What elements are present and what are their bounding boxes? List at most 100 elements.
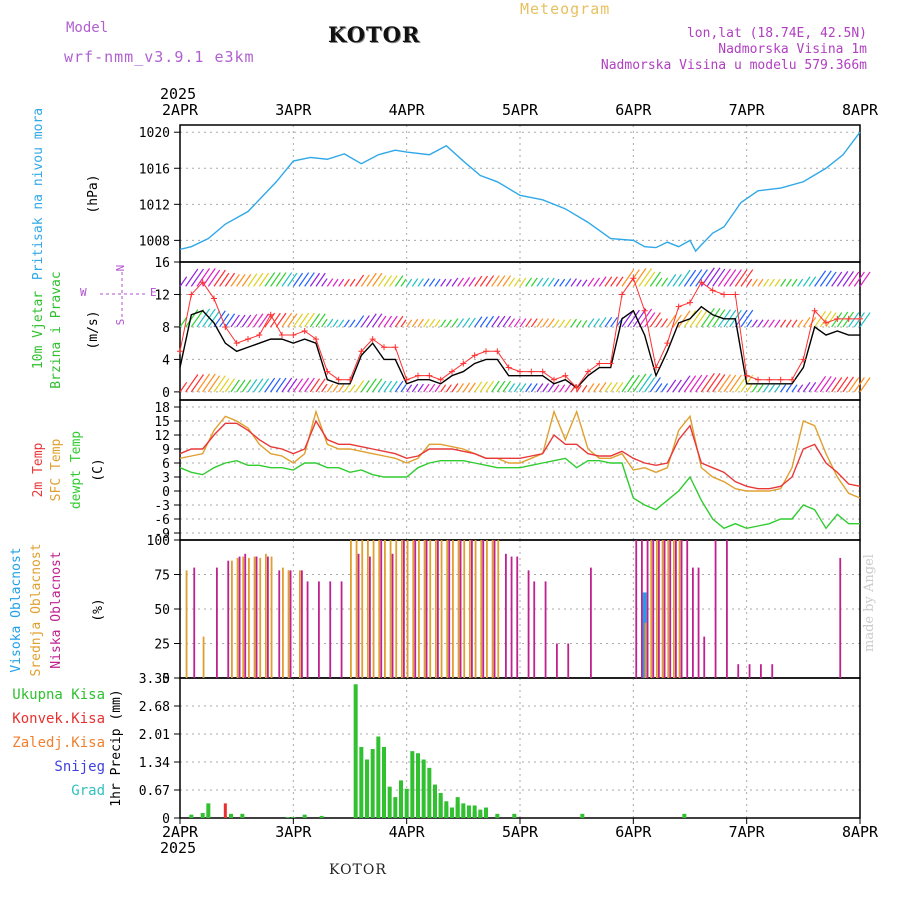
wind-barb bbox=[638, 308, 653, 328]
gust-marker bbox=[392, 344, 399, 351]
wind-barb bbox=[355, 380, 365, 393]
wind-barb bbox=[400, 384, 407, 393]
wind-barb bbox=[672, 274, 682, 287]
cloud-bar-low bbox=[318, 581, 320, 678]
wind-barb bbox=[581, 279, 588, 287]
wind-barb bbox=[298, 272, 310, 287]
cloud-bar-mid bbox=[242, 556, 245, 678]
wind-barb bbox=[389, 315, 398, 328]
model-elevation-label: Nadmorska Visina u modelu 579.366m bbox=[600, 58, 867, 73]
wind-barb bbox=[394, 275, 404, 287]
cloud-bar-low bbox=[556, 643, 558, 678]
cloud-bar-low bbox=[403, 540, 405, 678]
wind-barb bbox=[253, 272, 264, 287]
cloud-bar-low bbox=[590, 567, 592, 678]
year-bottom: 2025 bbox=[160, 839, 196, 857]
wind-barb bbox=[757, 278, 764, 287]
wind-barb bbox=[366, 378, 377, 393]
wind-barb bbox=[485, 315, 495, 328]
wind-barb bbox=[672, 314, 682, 328]
wind-barb bbox=[666, 274, 677, 287]
precip-bar bbox=[370, 749, 375, 818]
wind-barb bbox=[326, 278, 334, 287]
cloud-bar-mid bbox=[378, 540, 381, 678]
wind-barb bbox=[496, 315, 506, 328]
wind-barb bbox=[304, 312, 315, 328]
wind-barb bbox=[411, 278, 419, 287]
wind-barb bbox=[547, 318, 555, 328]
wind-barb bbox=[547, 277, 555, 287]
cloud-bar-mid bbox=[231, 560, 233, 678]
wind-barb bbox=[598, 381, 607, 393]
wind-barb bbox=[383, 380, 393, 393]
y-tick-label: 12 bbox=[154, 288, 170, 303]
wind-barb bbox=[649, 312, 661, 328]
gust-marker bbox=[585, 368, 591, 375]
y-tick-label: -6 bbox=[154, 513, 170, 528]
precip-bar bbox=[444, 801, 449, 818]
panel-frame bbox=[179, 677, 861, 819]
wind-barb bbox=[587, 277, 595, 287]
wind-barb bbox=[479, 381, 488, 393]
wind-barb bbox=[649, 377, 661, 393]
wind-barb bbox=[746, 384, 753, 393]
wind-barb bbox=[513, 277, 521, 287]
wind-barb bbox=[525, 277, 533, 287]
wind-barb bbox=[474, 316, 483, 328]
y-tick-label: 75 bbox=[154, 569, 170, 584]
cloud-bar-mid bbox=[389, 540, 392, 678]
wind-barb bbox=[224, 378, 236, 393]
wind-barb bbox=[360, 274, 370, 287]
wind-barb bbox=[332, 384, 339, 393]
wind-barb bbox=[196, 373, 211, 393]
cloud-bar-low bbox=[448, 540, 451, 678]
wind-barb bbox=[576, 384, 582, 393]
wind-barb bbox=[502, 275, 512, 287]
wind-barb bbox=[542, 383, 550, 393]
cloud-bar-mid bbox=[412, 540, 415, 678]
wind-barb bbox=[740, 309, 754, 328]
gust-marker bbox=[573, 384, 580, 391]
cloud-bar-low bbox=[646, 540, 649, 678]
wind-barb bbox=[190, 268, 205, 287]
wind-barb bbox=[258, 272, 270, 287]
gust-marker bbox=[245, 336, 251, 343]
cloud-bar-mid bbox=[678, 540, 681, 678]
gust-marker bbox=[177, 348, 183, 355]
wind-barb bbox=[689, 269, 703, 287]
y-tick-label: 16 bbox=[154, 256, 170, 271]
wind-barb bbox=[445, 278, 452, 287]
cloud-bar-low bbox=[663, 540, 666, 678]
wind-barb bbox=[729, 374, 742, 393]
wind-title-a: 10m Vjetar bbox=[31, 291, 46, 369]
gust-marker bbox=[743, 372, 750, 379]
wind-barb bbox=[366, 272, 377, 287]
cloud-bar-mid bbox=[656, 540, 658, 678]
precip-bar bbox=[455, 803, 460, 818]
wind-barb bbox=[451, 277, 459, 287]
x-tick-label-bottom: 5APR bbox=[502, 823, 539, 841]
wind-barb bbox=[780, 278, 787, 287]
wind-barb bbox=[831, 377, 843, 393]
cloud-bar-low bbox=[357, 553, 360, 678]
gust-marker bbox=[483, 348, 489, 355]
wind-barb bbox=[678, 269, 691, 287]
wind-barb bbox=[321, 383, 328, 393]
y-tick-label: 18 bbox=[154, 401, 170, 416]
wind-barb bbox=[661, 277, 669, 287]
wind-barb bbox=[247, 313, 258, 328]
wind-barb bbox=[349, 278, 356, 287]
cloud-bar-mid bbox=[650, 540, 653, 678]
wind-barb bbox=[802, 316, 811, 328]
cloud-bar-mid bbox=[355, 540, 358, 678]
wind-barb bbox=[848, 377, 860, 393]
cloud-high-title: Visoka Oblacnost bbox=[9, 547, 24, 672]
precip-bar bbox=[512, 813, 517, 818]
wind-barb bbox=[502, 315, 512, 328]
cloud-bar-mid bbox=[384, 540, 386, 678]
precip-bar bbox=[484, 813, 488, 818]
wind-barb bbox=[389, 275, 398, 287]
wind-barb bbox=[689, 309, 703, 328]
wind-barb bbox=[717, 268, 732, 287]
wind-barb bbox=[513, 318, 521, 328]
